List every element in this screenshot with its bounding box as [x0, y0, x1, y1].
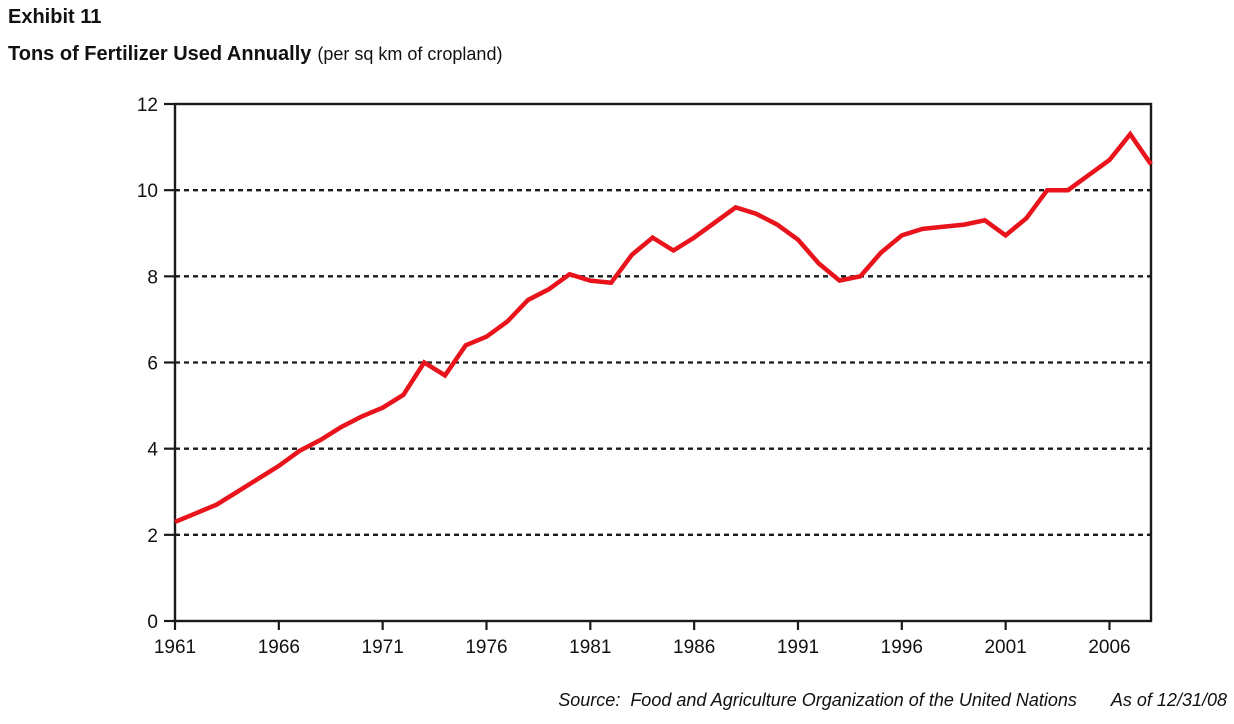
source-note: Source: Food and Agriculture Organizatio… [558, 690, 1227, 711]
chart-title: Tons of Fertilizer Used Annually [8, 43, 312, 65]
x-tick-label: 1976 [465, 637, 507, 658]
x-tick-label: 1991 [777, 637, 819, 658]
x-tick-label: 1966 [258, 637, 300, 658]
x-tick-label: 1981 [569, 637, 611, 658]
y-tick-label: 6 [147, 354, 158, 375]
y-tick-label: 2 [147, 526, 158, 547]
exhibit-label: Exhibit 11 [8, 6, 102, 28]
y-tick-label: 10 [137, 181, 158, 202]
source-text: Source: Food and Agriculture Organizatio… [558, 690, 1077, 710]
chart-title-row: Tons of Fertilizer Used Annually (per sq … [8, 43, 502, 66]
chart-subtitle: (per sq km of cropland) [317, 44, 503, 64]
x-tick-label: 1961 [154, 637, 196, 658]
y-tick-label: 8 [147, 267, 158, 288]
x-tick-label: 2001 [984, 637, 1026, 658]
x-tick-label: 1986 [673, 637, 715, 658]
y-tick-label: 0 [147, 612, 158, 633]
x-tick-label: 1996 [881, 637, 923, 658]
as-of-date: As of 12/31/08 [1110, 690, 1227, 710]
y-tick-label: 4 [147, 440, 158, 461]
data-line [174, 130, 1153, 524]
x-tick-label: 1971 [362, 637, 404, 658]
y-tick-label: 12 [137, 95, 158, 116]
x-tick-label: 2006 [1088, 637, 1130, 658]
